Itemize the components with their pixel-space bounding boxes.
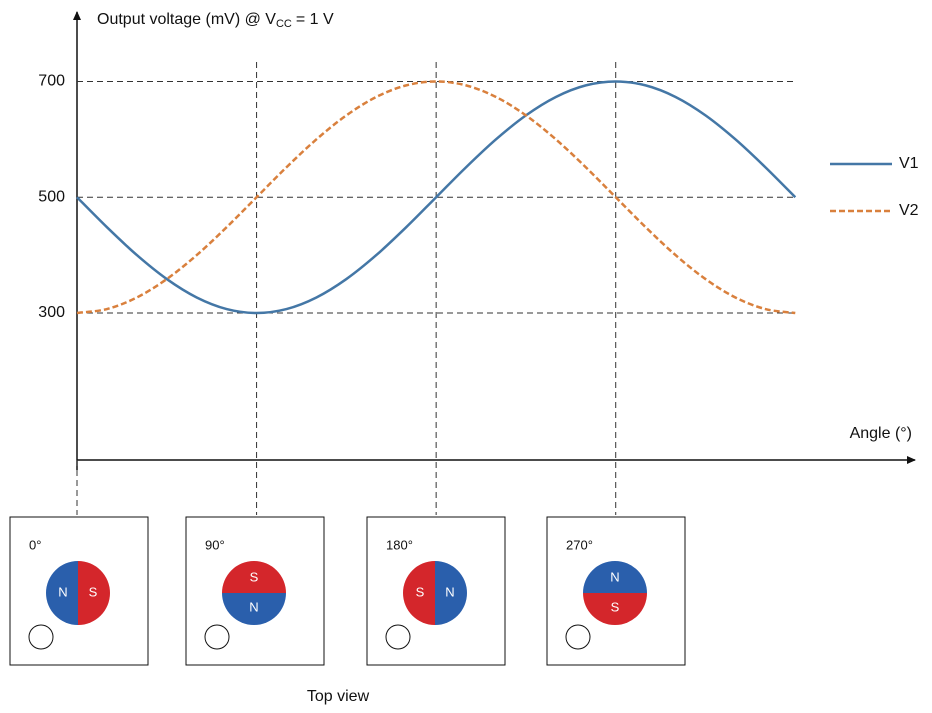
panel: 180° N S	[367, 517, 505, 665]
north-label: N	[445, 584, 454, 599]
south-label: S	[89, 584, 98, 599]
panel-angle: 180°	[386, 537, 413, 552]
y-tick-label: 700	[38, 73, 65, 90]
y-axis-title: Output voltage (mV) @ VCC= 1 V	[97, 11, 334, 30]
legend-label: V1	[899, 155, 919, 172]
panel: 270° NS	[547, 517, 685, 665]
north-label: N	[249, 599, 258, 614]
sensor	[566, 625, 590, 649]
panel-angle: 90°	[205, 537, 225, 552]
panel: 0° N S	[10, 517, 148, 665]
y-tick-label: 300	[38, 304, 65, 321]
magnet	[46, 561, 110, 625]
legend-label: V2	[899, 202, 919, 219]
x-axis-title: Angle (°)	[850, 425, 912, 442]
south-label: S	[416, 584, 425, 599]
north-label: N	[58, 584, 67, 599]
north-label: N	[610, 569, 619, 584]
south-label: S	[611, 599, 620, 614]
panel: 90° NS	[186, 517, 324, 665]
magnet	[403, 561, 467, 625]
chart: Output voltage (mV) @ VCC= 1 V Angle (°)…	[0, 0, 932, 713]
south-label: S	[250, 569, 259, 584]
sensor	[205, 625, 229, 649]
sensor	[29, 625, 53, 649]
panel-angle: 0°	[29, 537, 41, 552]
caption: Top view	[307, 688, 370, 705]
panel-angle: 270°	[566, 537, 593, 552]
y-tick-label: 500	[38, 188, 65, 205]
sensor	[386, 625, 410, 649]
